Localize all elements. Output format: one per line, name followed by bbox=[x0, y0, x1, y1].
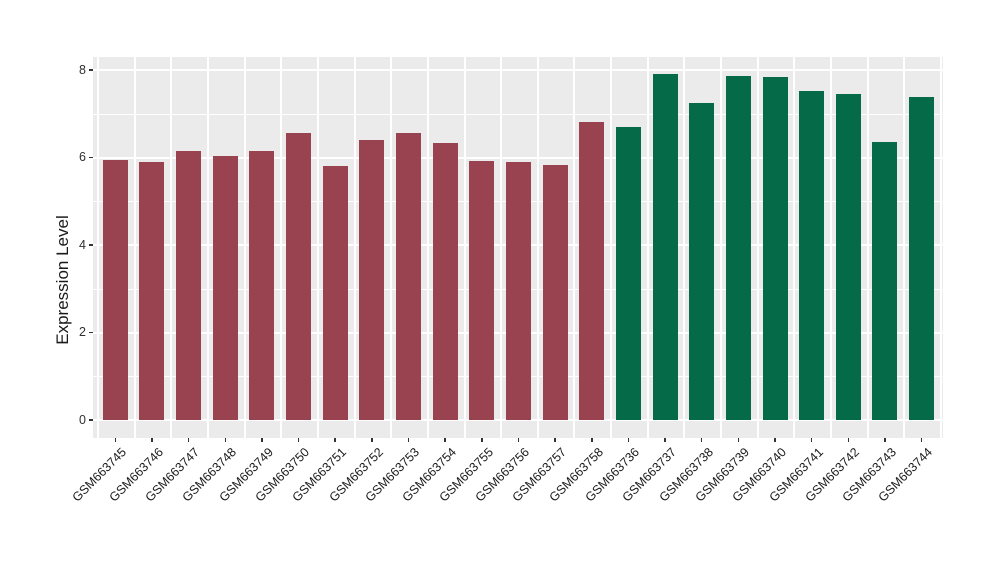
bar bbox=[286, 132, 312, 420]
gridline-major bbox=[93, 156, 943, 159]
x-tick-mark bbox=[737, 438, 740, 442]
bar bbox=[909, 96, 935, 420]
gridline-vertical bbox=[866, 57, 869, 438]
x-tick-mark bbox=[920, 438, 923, 442]
x-tick-mark bbox=[700, 438, 703, 442]
x-tick-mark bbox=[591, 438, 593, 442]
gridline-vertical bbox=[536, 57, 539, 438]
x-tick-mark bbox=[627, 438, 630, 442]
gridline-vertical bbox=[793, 57, 796, 438]
y-tick-label: 4 bbox=[79, 237, 86, 252]
bar bbox=[652, 74, 678, 420]
gridline-vertical bbox=[426, 57, 429, 438]
gridline-vertical bbox=[500, 57, 503, 438]
chart-panel bbox=[93, 57, 943, 438]
bar bbox=[835, 93, 861, 420]
x-tick-mark bbox=[151, 438, 153, 442]
gridline-major bbox=[93, 419, 943, 421]
x-tick-mark bbox=[114, 438, 117, 442]
gridline-vertical bbox=[463, 57, 466, 438]
bar bbox=[579, 122, 605, 420]
y-tick-label: 8 bbox=[79, 62, 86, 77]
y-tick-mark bbox=[89, 331, 93, 334]
bar bbox=[322, 165, 348, 420]
gridline-vertical bbox=[316, 57, 319, 438]
gridline-vertical bbox=[720, 57, 723, 438]
bar bbox=[615, 127, 641, 420]
bar bbox=[872, 142, 898, 420]
y-tick-label: 0 bbox=[79, 412, 86, 427]
gridline-vertical bbox=[97, 57, 99, 438]
bar bbox=[359, 140, 385, 420]
x-tick-mark bbox=[261, 438, 263, 442]
gridline-vertical bbox=[939, 57, 942, 438]
x-tick-mark bbox=[224, 438, 227, 442]
x-tick-mark bbox=[407, 438, 410, 442]
bar bbox=[102, 160, 128, 420]
gridline-vertical bbox=[206, 57, 209, 438]
bar bbox=[249, 150, 275, 420]
y-tick-mark bbox=[89, 419, 93, 421]
gridline-vertical bbox=[756, 57, 759, 438]
bar bbox=[469, 160, 495, 420]
gridline-vertical bbox=[903, 57, 906, 438]
gridline-minor bbox=[93, 113, 943, 115]
x-tick-mark bbox=[810, 438, 813, 442]
gridline-vertical bbox=[170, 57, 173, 438]
x-tick-mark bbox=[664, 438, 666, 442]
bar bbox=[139, 161, 165, 420]
gridline-vertical bbox=[610, 57, 613, 438]
gridline-vertical bbox=[133, 57, 136, 438]
bar bbox=[176, 150, 202, 420]
bar bbox=[505, 161, 531, 420]
gridline-vertical bbox=[646, 57, 649, 438]
gridline-vertical bbox=[830, 57, 832, 438]
x-tick-mark bbox=[884, 438, 886, 442]
x-tick-mark bbox=[481, 438, 483, 442]
gridline-vertical bbox=[683, 57, 686, 438]
bar bbox=[396, 132, 422, 420]
gridline-vertical bbox=[390, 57, 393, 438]
bar bbox=[689, 102, 715, 420]
bar bbox=[799, 90, 825, 420]
gridline-vertical bbox=[280, 57, 283, 438]
y-tick-mark bbox=[89, 244, 93, 246]
x-tick-mark bbox=[847, 438, 850, 442]
y-tick-mark bbox=[89, 69, 93, 71]
bar bbox=[762, 76, 788, 420]
x-tick-mark bbox=[371, 438, 373, 442]
y-tick-label: 6 bbox=[79, 150, 86, 164]
bar bbox=[725, 75, 751, 420]
y-tick-label: 2 bbox=[79, 325, 86, 339]
gridline-vertical bbox=[353, 57, 356, 438]
gridline-vertical bbox=[573, 57, 576, 438]
x-tick-mark bbox=[517, 438, 520, 442]
x-tick-mark bbox=[334, 438, 336, 442]
x-tick-mark bbox=[774, 438, 776, 442]
gridline-major bbox=[93, 69, 943, 71]
x-tick-mark bbox=[187, 438, 190, 442]
bar bbox=[432, 142, 458, 420]
gridline-vertical bbox=[243, 57, 246, 438]
x-tick-mark bbox=[554, 438, 556, 442]
bar bbox=[542, 164, 568, 420]
y-tick-mark bbox=[89, 156, 93, 159]
x-tick-mark bbox=[297, 438, 300, 442]
bar bbox=[212, 155, 238, 420]
x-tick-mark bbox=[444, 438, 446, 442]
